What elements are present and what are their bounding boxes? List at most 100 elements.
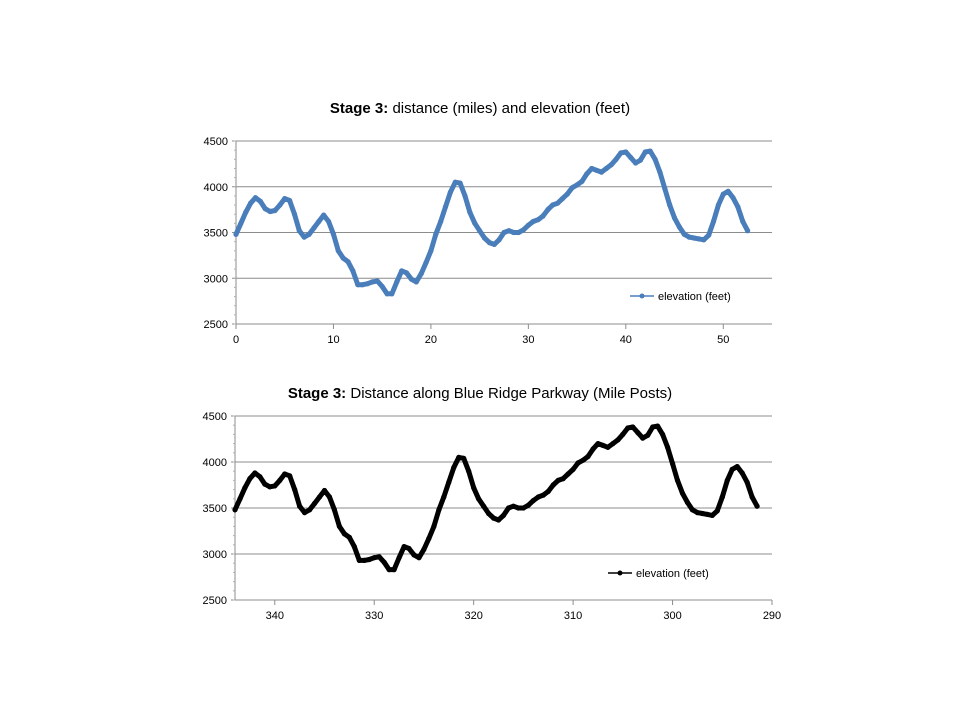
data-point [335,248,341,254]
data-point [630,424,636,430]
data-point [350,268,356,274]
x-tick-label: 40 [620,334,632,346]
data-point [447,189,453,195]
data-point [545,207,551,213]
data-point [681,231,687,237]
data-point [520,505,527,511]
data-point [516,229,522,236]
data-point [620,431,626,437]
data-point [336,523,342,529]
y-tick-label: 3000 [204,273,228,285]
data-point [374,278,380,284]
data-point [252,195,259,201]
data-point [282,471,288,477]
data-point [704,511,711,517]
data-point [679,490,686,496]
data-point [628,154,634,161]
data-point [461,455,467,461]
data-point [311,225,317,231]
data-point [386,567,392,573]
chart-title: Stage 3: Distance along Blue Ridge Parkw… [0,385,960,402]
data-point [441,494,447,500]
data-point [714,508,720,514]
data-point [540,213,546,219]
data-point [575,460,581,466]
data-point [491,515,497,521]
data-point [389,291,395,297]
data-point [301,234,307,240]
x-tick-label: 340 [266,610,284,622]
x-tick-label: 310 [564,610,582,622]
data-point [312,500,318,506]
data-point [292,487,298,493]
y-tick-label: 2500 [204,319,228,331]
data-point [511,229,517,236]
data-point [262,206,268,212]
data-point [326,494,333,500]
data-point [472,220,478,226]
data-point [287,197,293,204]
data-point [496,237,502,243]
data-point [701,237,707,243]
data-point [302,510,308,516]
data-point [670,461,676,467]
data-point [247,476,253,482]
data-point [272,483,278,489]
data-point [277,202,283,208]
data-point [376,554,382,560]
data-point [613,156,619,162]
data-point [715,202,722,208]
data-point [252,470,258,476]
data-point [694,510,701,516]
data-point [580,457,586,463]
data-point [565,471,571,477]
data-point [431,523,437,529]
data-point [667,202,673,208]
data-point [248,200,254,206]
data-point [403,270,410,276]
data-point [371,555,377,561]
data-point [647,148,653,154]
data-point [366,556,372,563]
data-point [351,544,357,550]
data-point [600,442,606,448]
series-line [233,148,751,297]
data-point [452,179,458,185]
data-point [674,477,681,483]
data-point [635,430,641,436]
data-point [291,211,298,217]
data-point [237,496,243,502]
elevation-by-distance-chart: Stage 3: distance (miles) and elevation … [0,90,960,360]
data-point [456,454,462,460]
chart-plot: 2500 3000 3500 4000 4500 340 330 320 310 300 290 el… [203,411,782,622]
data-point [699,510,706,517]
data-point [637,157,644,163]
data-point [595,441,601,447]
y-tick-label: 3500 [203,503,227,515]
data-point [413,279,419,285]
data-point [735,204,741,210]
data-point [603,165,609,172]
data-point [346,534,352,540]
data-point [436,507,442,513]
data-point [331,507,337,513]
data-point [730,195,736,201]
x-tick-label: 20 [425,334,437,346]
data-point [401,544,407,550]
data-point [408,276,414,282]
data-point [257,198,263,204]
x-tick-label: 290 [763,610,781,622]
data-point [710,218,717,225]
x-tick-label: 330 [365,610,383,622]
data-point [272,207,278,214]
data-point [506,228,512,234]
data-point [706,232,712,238]
legend-swatch-marker [617,570,623,576]
data-point [238,220,244,226]
data-point [433,231,439,237]
data-point [640,435,646,441]
chart-title-bold: Stage 3: [287,385,347,402]
data-point [481,235,488,241]
data-point [321,487,328,494]
data-point [391,567,397,573]
